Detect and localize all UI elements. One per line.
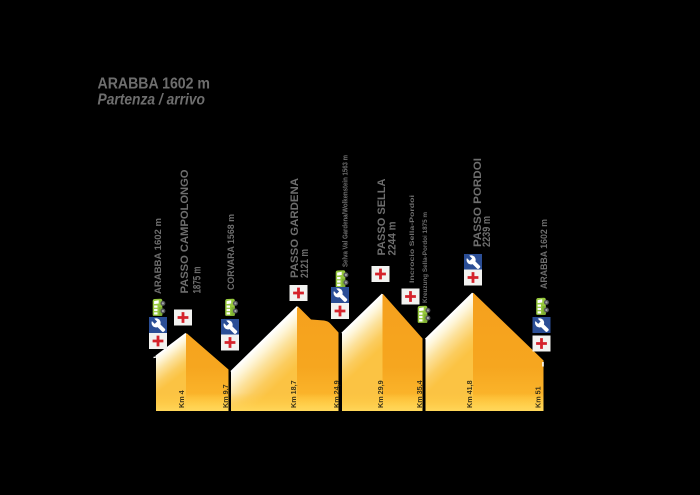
svg-text:Km 35,4: Km 35,4 [415, 380, 424, 408]
svg-text:ARABBA 1602 m: ARABBA 1602 m [98, 76, 211, 93]
svg-text:Selva Val Gardena/Wolkenstein: Selva Val Gardena/Wolkenstein 1563 m [343, 155, 350, 267]
svg-text:Km 9,7: Km 9,7 [221, 384, 230, 408]
svg-text:2244 m: 2244 m [387, 221, 399, 255]
svg-text:2121 m: 2121 m [299, 249, 311, 278]
svg-text:1875 m: 1875 m [192, 266, 204, 293]
svg-text:CORVARA 1568 m: CORVARA 1568 m [226, 214, 237, 290]
svg-text:Km 24,9: Km 24,9 [332, 380, 341, 408]
svg-text:ARABBA 1602 m: ARABBA 1602 m [153, 218, 164, 294]
svg-text:PASSO GARDENA: PASSO GARDENA [289, 178, 301, 278]
svg-text:2239 m: 2239 m [481, 216, 493, 247]
svg-text:Km 29,9: Km 29,9 [376, 380, 385, 408]
svg-text:PASSO PORDOI: PASSO PORDOI [472, 158, 484, 247]
svg-text:Incrocio Sella-Pordoi: Incrocio Sella-Pordoi [409, 195, 416, 283]
svg-text:Km 51: Km 51 [534, 386, 543, 408]
svg-text:Kreuzung Sella-Pordoi 1875 m: Kreuzung Sella-Pordoi 1875 m [422, 212, 429, 303]
svg-text:PASSO CAMPOLONGO: PASSO CAMPOLONGO [179, 169, 191, 293]
svg-text:Km 18,7: Km 18,7 [289, 380, 298, 408]
svg-text:ARABBA 1602 m: ARABBA 1602 m [539, 219, 550, 289]
svg-text:Partenza / arrivo: Partenza / arrivo [98, 92, 206, 109]
svg-text:PASSO SELLA: PASSO SELLA [376, 178, 388, 255]
svg-text:Km 4: Km 4 [177, 390, 186, 408]
svg-text:Km 41,8: Km 41,8 [465, 380, 474, 408]
